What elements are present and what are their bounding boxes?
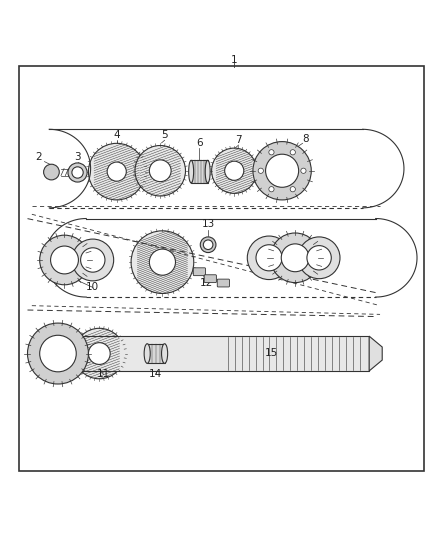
Text: 6: 6: [196, 138, 203, 148]
Circle shape: [307, 246, 331, 270]
Circle shape: [301, 168, 306, 173]
Text: 4: 4: [113, 130, 120, 140]
FancyBboxPatch shape: [193, 268, 205, 276]
Text: 8: 8: [303, 134, 309, 143]
Circle shape: [298, 237, 340, 279]
Circle shape: [225, 161, 244, 180]
Circle shape: [270, 233, 320, 282]
Circle shape: [258, 168, 263, 173]
Text: 12: 12: [199, 278, 212, 288]
Text: 10: 10: [282, 243, 295, 253]
Circle shape: [203, 240, 213, 249]
Text: 7: 7: [235, 135, 242, 146]
Circle shape: [28, 323, 88, 384]
Text: 11: 11: [97, 369, 110, 379]
Bar: [191, 160, 208, 183]
Circle shape: [269, 187, 274, 192]
Ellipse shape: [189, 160, 194, 183]
Text: 1: 1: [231, 55, 237, 65]
Circle shape: [290, 150, 295, 155]
Circle shape: [149, 160, 171, 182]
Circle shape: [149, 249, 176, 275]
Circle shape: [81, 248, 105, 272]
Circle shape: [269, 150, 274, 155]
Ellipse shape: [162, 344, 168, 364]
Text: 2: 2: [35, 152, 42, 162]
Bar: [51, 336, 369, 371]
Circle shape: [256, 245, 282, 271]
Text: 10: 10: [86, 282, 99, 293]
Text: 5: 5: [161, 130, 168, 140]
Text: 3: 3: [74, 152, 81, 162]
Circle shape: [265, 154, 299, 187]
Bar: [147, 344, 165, 364]
Ellipse shape: [45, 336, 58, 371]
Circle shape: [107, 162, 126, 181]
Circle shape: [253, 142, 311, 200]
Ellipse shape: [144, 344, 150, 364]
Circle shape: [200, 237, 216, 253]
Circle shape: [72, 239, 114, 281]
Circle shape: [68, 163, 87, 182]
Circle shape: [50, 246, 78, 274]
Text: 15: 15: [265, 348, 278, 358]
Circle shape: [281, 244, 309, 272]
Text: 13: 13: [201, 220, 215, 229]
FancyBboxPatch shape: [204, 275, 216, 282]
Circle shape: [212, 148, 257, 193]
Circle shape: [72, 167, 83, 178]
Text: 14: 14: [149, 369, 162, 379]
Polygon shape: [369, 336, 382, 371]
Circle shape: [44, 164, 59, 180]
Circle shape: [88, 143, 145, 200]
Circle shape: [40, 335, 76, 372]
Ellipse shape: [205, 160, 210, 183]
Circle shape: [40, 235, 89, 285]
Circle shape: [74, 328, 124, 379]
Text: 9: 9: [39, 362, 46, 372]
Circle shape: [290, 187, 295, 192]
FancyBboxPatch shape: [217, 279, 230, 287]
Circle shape: [131, 231, 194, 294]
Circle shape: [135, 146, 185, 196]
Circle shape: [88, 343, 110, 365]
Circle shape: [247, 236, 291, 279]
